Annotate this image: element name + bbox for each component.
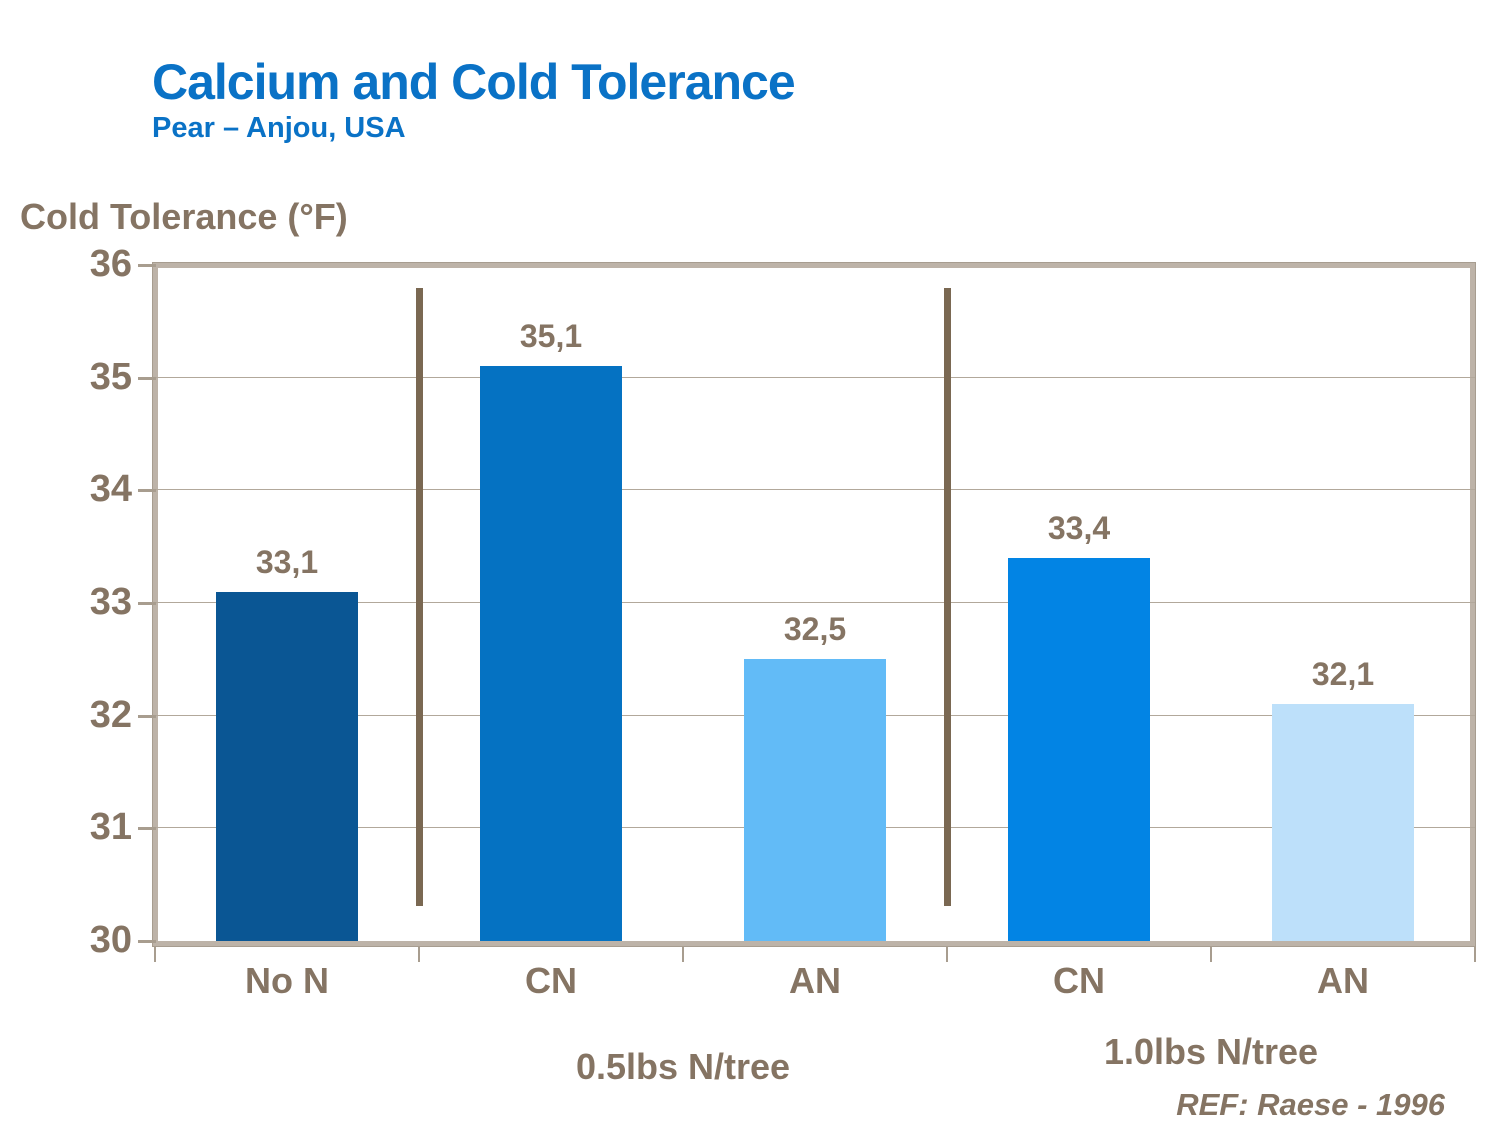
y-tick-label: 34	[89, 468, 132, 511]
y-axis-title: Cold Tolerance (°F)	[20, 196, 348, 237]
y-tick-mark	[138, 827, 156, 831]
bar-value-label: 33,4	[1047, 509, 1111, 546]
y-tick-mark	[138, 376, 156, 380]
group-label: 0.5lbs N/tree	[575, 1046, 791, 1087]
y-tick-mark	[138, 714, 156, 718]
bar	[744, 659, 886, 941]
x-category-label: AN	[789, 960, 841, 1001]
y-tick-label: 33	[89, 581, 132, 623]
bar-value-label: 32,5	[783, 611, 847, 648]
chart-subtitle: Pear – Anjou, USA	[152, 112, 406, 144]
y-tick-label: 32	[89, 693, 132, 736]
bar-value-label: 33,1	[255, 543, 319, 580]
bar	[216, 591, 358, 941]
y-tick-mark	[138, 264, 156, 267]
gridline	[155, 489, 1475, 491]
x-tick-mark	[418, 946, 420, 962]
y-tick-label: 36	[89, 243, 132, 285]
bar-value-label: 32,1	[1311, 656, 1375, 693]
y-tick-mark	[138, 489, 156, 493]
x-tick-mark	[1474, 946, 1476, 962]
x-tick-mark	[682, 946, 684, 962]
group-divider-line	[943, 288, 951, 906]
group-label: 1.0lbs N/tree	[1103, 1031, 1319, 1072]
x-tick-mark	[1210, 946, 1212, 962]
x-tick-mark	[154, 946, 156, 962]
bar	[1008, 557, 1150, 941]
bar	[480, 366, 622, 941]
x-category-label: CN	[1053, 960, 1105, 1001]
x-tick-mark	[946, 946, 948, 962]
bar-value-label: 35,1	[519, 318, 583, 355]
y-tick-label: 35	[89, 355, 132, 398]
y-tick-label: 30	[89, 919, 132, 961]
y-tick-mark	[138, 940, 156, 943]
y-tick-mark	[138, 602, 156, 605]
group-divider-line	[415, 288, 423, 906]
y-tick-label: 31	[89, 806, 132, 849]
x-category-label: No N	[245, 960, 329, 1001]
gridline	[155, 376, 1475, 378]
chart-title: Calcium and Cold Tolerance	[152, 54, 796, 110]
x-category-label: AN	[1317, 960, 1369, 1001]
x-category-label: CN	[525, 960, 577, 1001]
bar	[1272, 704, 1414, 941]
gridline	[155, 602, 1475, 603]
reference-text: REF: Raese - 1996	[1176, 1087, 1445, 1122]
